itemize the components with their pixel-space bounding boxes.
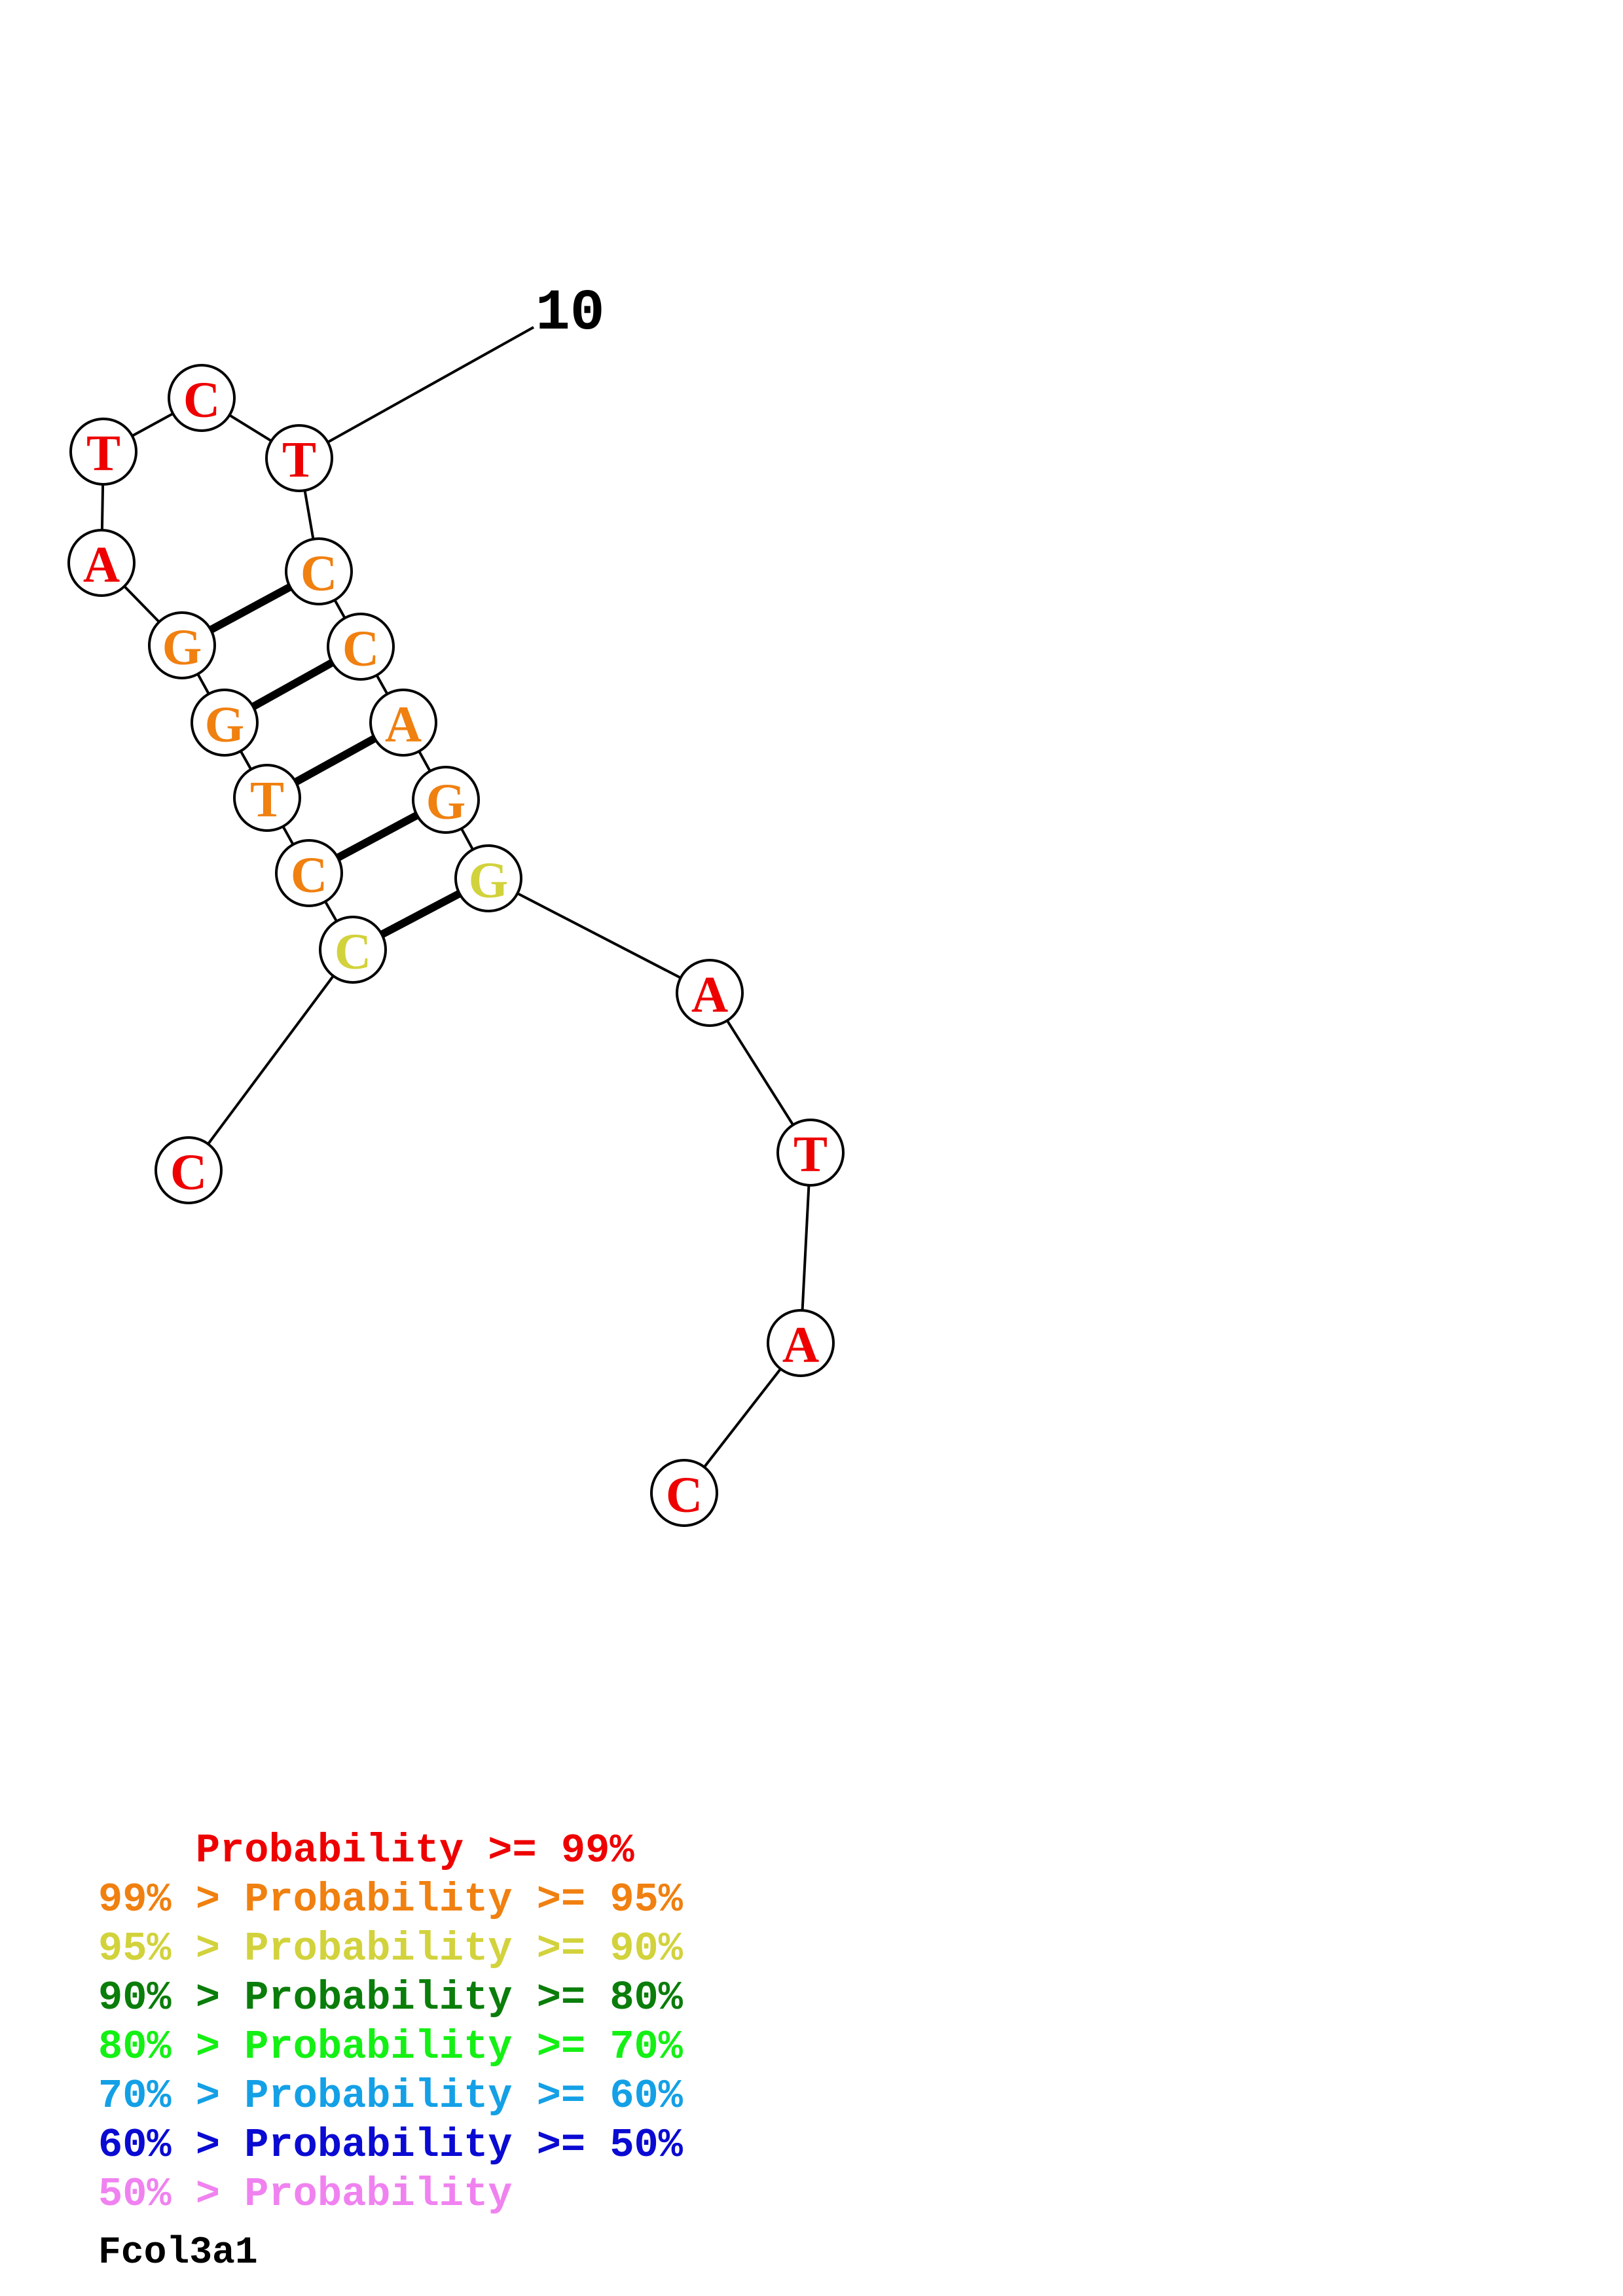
nucleotide-letter: C <box>291 846 327 903</box>
legend-entry: 99% > Probability >= 95% <box>98 1876 683 1923</box>
nucleotide-letter: C <box>666 1466 702 1523</box>
nucleotide-circle <box>265 424 333 492</box>
nucleotide-17: T <box>776 1119 845 1187</box>
nucleotide-circle <box>327 613 395 681</box>
index-tick-layer: 10 <box>299 281 605 459</box>
nucleotide-7: A <box>67 529 136 597</box>
nucleotide-circle <box>148 611 216 679</box>
nucleotide-letter: C <box>170 1143 207 1200</box>
nucleotide-circle <box>155 1136 223 1204</box>
sequence-name: Fcol3a1 <box>98 2232 258 2274</box>
nucleotide-letter: G <box>205 696 245 753</box>
nucleotide-circle <box>285 537 353 605</box>
legend-entry: 50% > Probability <box>98 2171 513 2217</box>
nucleotide-12: C <box>327 613 395 681</box>
nucleotide-circle <box>191 689 259 757</box>
nucleotide-6: G <box>148 611 216 679</box>
backbone-link <box>488 877 710 994</box>
nucleotide-letter: T <box>86 425 120 482</box>
legend-entry: 60% > Probability >= 50% <box>98 2122 683 2168</box>
legend-entry: 70% > Probability >= 60% <box>98 2073 683 2119</box>
nucleotide-letter: T <box>793 1126 828 1183</box>
nucleotide-letter: C <box>335 923 371 980</box>
nucleotide-circle <box>676 959 744 1027</box>
nucleotide-circle <box>767 1309 835 1377</box>
nucleotide-circle <box>168 364 236 432</box>
backbone-link <box>187 948 354 1172</box>
index-tick-line <box>299 326 534 459</box>
legend-entry: Probability >= 99% <box>98 1827 634 1874</box>
nucleotide-4: T <box>233 764 301 832</box>
nucleotide-circle <box>319 916 387 984</box>
nucleotide-circle <box>233 764 301 832</box>
nucleotide-circle <box>369 689 437 757</box>
nucleotide-circle <box>650 1459 718 1527</box>
nucleotide-5: G <box>191 689 259 757</box>
nucleotide-16: A <box>676 959 744 1027</box>
nucleotide-circle <box>275 839 343 907</box>
nucleotide-14: G <box>412 766 480 834</box>
nucleotide-18: A <box>767 1309 835 1377</box>
nucleotide-circle <box>69 418 137 486</box>
nucleotide-19: C <box>650 1459 718 1527</box>
nucleotide-letter: A <box>691 966 728 1023</box>
nucleotide-1: C <box>155 1136 223 1204</box>
legend-entry: 95% > Probability >= 90% <box>98 1926 683 1972</box>
nucleotide-letter: G <box>162 619 202 675</box>
nucleotide-letter: C <box>183 371 220 428</box>
nucleotide-11: C <box>285 537 353 605</box>
nucleotide-letter: C <box>301 545 337 601</box>
nucleotide-8: T <box>69 418 137 486</box>
nucleotide-letter: G <box>469 852 509 908</box>
index-label: 10 <box>536 281 605 346</box>
nucleotide-letter: G <box>426 773 466 830</box>
nucleotide-9: C <box>168 364 236 432</box>
nucleotide-13: A <box>369 689 437 757</box>
nucleotide-letter: C <box>342 620 379 677</box>
nucleotide-circle <box>776 1119 845 1187</box>
nucleotide-letter: T <box>282 431 316 488</box>
nucleotide-circle <box>454 844 522 912</box>
nucleotide-circle <box>412 766 480 834</box>
backbone-layer <box>100 397 812 1494</box>
nucleotide-15: G <box>454 844 522 912</box>
nucleotide-2: C <box>319 916 387 984</box>
nucleotide-letter: A <box>385 696 422 753</box>
legend-entry: 90% > Probability >= 80% <box>98 1975 683 2021</box>
legend-entry: 80% > Probability >= 70% <box>98 2024 683 2070</box>
nucleotide-3: C <box>275 839 343 907</box>
nucleotide-10: T <box>265 424 333 492</box>
nucleotide-letter: A <box>782 1316 819 1373</box>
nucleotide-letter: T <box>250 771 284 828</box>
nucleotide-circle <box>67 529 136 597</box>
nucleotide-letter: A <box>83 536 120 593</box>
